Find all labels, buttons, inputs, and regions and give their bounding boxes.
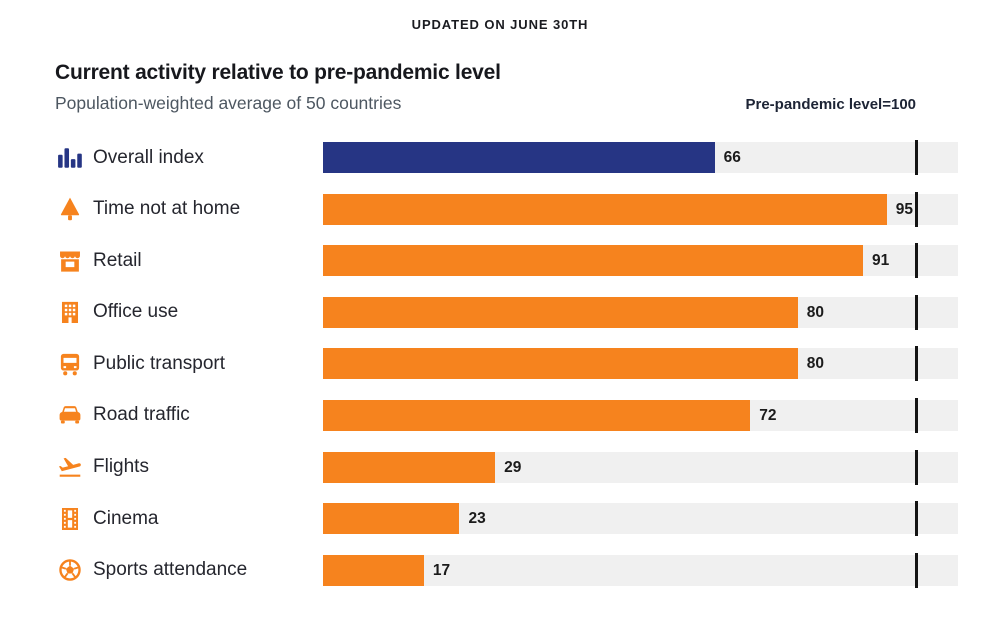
category-label: Retail	[93, 249, 142, 271]
reference-line	[914, 346, 918, 382]
tree-icon	[55, 196, 85, 222]
value-label: 72	[759, 406, 777, 424]
bar	[323, 296, 798, 328]
category-label: Cinema	[93, 507, 159, 529]
chart-rows: Overall index 66 Time not at home 95 Retail 9…	[55, 140, 958, 588]
bar	[323, 142, 715, 173]
chart-row: Time not at home 95	[55, 191, 958, 227]
bar-track: 17	[323, 552, 958, 588]
soccer-ball-icon	[55, 557, 85, 583]
category-label: Overall index	[93, 146, 204, 168]
value-label: 91	[872, 252, 890, 270]
value-label: 95	[895, 200, 914, 218]
value-label: 66	[723, 149, 741, 166]
reference-line	[914, 449, 918, 485]
category-label: Office use	[93, 301, 179, 323]
bar	[323, 193, 887, 225]
storefront-icon	[55, 248, 85, 274]
bar-track: 66	[323, 140, 958, 175]
bar	[323, 399, 751, 431]
value-label: 23	[468, 510, 486, 528]
chart-row: Road traffic 72	[55, 397, 958, 433]
category-label: Flights	[93, 456, 149, 478]
film-strip-icon	[55, 506, 85, 532]
category-label: Time not at home	[93, 198, 241, 220]
bar-chart-icon	[55, 145, 85, 171]
chart-row: Overall index 66	[55, 140, 958, 175]
bar-track: 80	[323, 294, 958, 330]
bar	[323, 348, 798, 380]
plane-takeoff-icon	[55, 454, 85, 480]
bar-track: 80	[323, 346, 958, 382]
chart-row: Flights 29	[55, 449, 958, 485]
category-label: Public transport	[93, 352, 226, 374]
updated-label: UPDATED ON JUNE 30TH	[411, 17, 589, 32]
chart-row: Cinema 23	[55, 501, 958, 537]
chart-title: Current activity relative to pre-pandemi…	[55, 61, 501, 84]
reference-line	[914, 552, 918, 588]
bar-track: 91	[323, 243, 958, 279]
bar-track: 72	[323, 397, 958, 433]
value-label: 29	[504, 458, 522, 476]
reference-line-label: Pre-pandemic level=100	[745, 96, 916, 113]
bar-track: 23	[323, 501, 958, 537]
value-label: 80	[806, 355, 825, 373]
bar	[323, 245, 864, 277]
office-building-icon	[55, 299, 85, 325]
car-icon	[55, 402, 85, 428]
bar	[323, 451, 496, 483]
category-label: Sports attendance	[93, 559, 248, 581]
bar	[323, 554, 424, 586]
reference-line	[914, 397, 918, 433]
reference-line	[914, 191, 918, 227]
chart-row: Sports attendance 17	[55, 552, 958, 588]
bus-icon	[55, 351, 85, 377]
reference-line	[914, 243, 918, 279]
reference-line	[914, 294, 918, 330]
bar-track: 29	[323, 449, 958, 485]
category-label: Road traffic	[93, 404, 190, 426]
reference-line	[914, 501, 918, 537]
reference-line	[914, 140, 918, 175]
bar-track: 95	[323, 191, 958, 227]
chart-row: Public transport 80	[55, 346, 958, 382]
chart-subtitle: Population-weighted average of 50 countr…	[55, 93, 402, 113]
chart-row: Retail 91	[55, 243, 958, 279]
value-label: 80	[806, 303, 825, 321]
chart-row: Office use 80	[55, 294, 958, 330]
bar	[323, 503, 460, 535]
value-label: 17	[432, 561, 451, 579]
